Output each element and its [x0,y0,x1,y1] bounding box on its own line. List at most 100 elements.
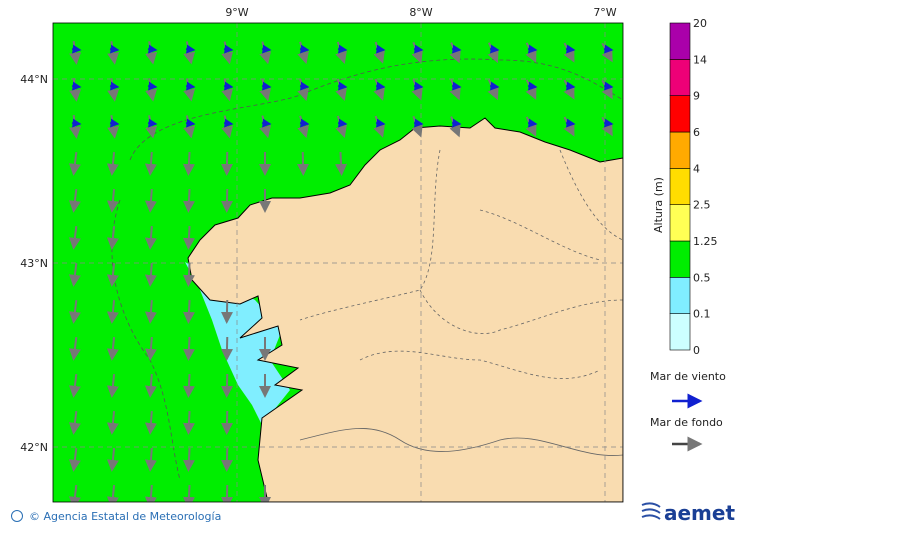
swell-arrow [182,262,195,287]
footer-credit: © Agencia Estatal de Meteorología [29,510,221,523]
wind-arrow [337,44,348,54]
wind-arrow [147,44,158,54]
swell-arrow [335,151,348,176]
swell-arrow [74,522,77,533]
lat-label: 42°N [20,441,48,454]
footer-icon [11,510,23,522]
swell-arrow [144,336,157,361]
colorbar-label: 9 [693,90,700,103]
wind-arrow [375,118,386,128]
wind-arrow [565,81,576,91]
lat-label: 43°N [20,257,48,270]
colorbar-segment [669,59,691,96]
map-frame [52,22,624,503]
wind-arrow [451,44,462,54]
swell-arrow [220,299,233,324]
wind-arrow [489,81,500,91]
colorbar-label: 14 [693,53,707,66]
swell-arrow [454,522,457,533]
swell-arrow [106,374,119,398]
wind-arrow [451,81,462,91]
wind-arrow [527,44,538,54]
wind-arrow [261,44,272,54]
swell-arrow [68,263,81,287]
swell-arrow [144,151,157,176]
swell-arrow [491,522,494,533]
wind-arrow [71,118,82,128]
swell-arrow [106,152,119,176]
swell-arrow [182,151,195,176]
country-border [299,428,623,456]
swell-arrow [303,522,304,533]
wind-arrow [413,81,424,91]
swell-arrow [68,374,81,398]
wind-arrow [527,81,538,91]
colorbar-segment [669,22,691,60]
province-border [299,149,623,379]
swell-arrow [220,373,233,398]
swell-arrow [529,522,533,533]
wind-arrow [489,44,500,54]
graticule [53,23,623,502]
swell-arrow [144,410,157,435]
swell-arrow [182,410,195,435]
logo-text: aemet [664,501,735,525]
lon-label: 9°W [225,6,248,19]
wind-arrow [185,81,196,91]
swell-arrow [182,225,195,250]
wind-arrow [337,81,348,91]
swell-arrow [605,523,610,533]
legend-label: Mar de viento [650,370,726,383]
wind-arrow [109,44,120,54]
colorbar-label: 20 [693,17,707,30]
wind-arrow [565,44,576,54]
land [187,117,623,502]
swell-arrow [106,300,119,324]
wind-arrow [109,118,120,128]
logo: aemet [641,501,735,525]
swell-arrow [340,522,341,533]
lon-label: 7°W [593,6,616,19]
map [53,23,623,533]
colorbar-label: 4 [693,162,700,175]
swell-arrow [106,226,119,250]
swell-arrow [378,522,380,533]
wind-arrow [147,118,158,128]
swell-arrow [68,226,81,250]
swell-arrow [112,522,114,533]
coastal-shallow [185,262,290,425]
swell-arrow [150,522,152,533]
swell-arrow [220,410,233,435]
wind-arrow [337,118,348,128]
contour [129,58,623,161]
swell-arrow [106,448,119,472]
swell-arrow [144,225,157,250]
wind-arrow [375,81,386,91]
wind-arrow [375,44,386,54]
swell-arrow [106,337,119,361]
wind-arrow [451,118,462,128]
swell-arrow [220,151,233,176]
swell-arrow [68,485,81,502]
swell-arrow [144,373,157,398]
lat-label: 44°N [20,73,48,86]
swell-arrow [68,448,81,472]
wind-arrow [603,81,614,91]
swell-arrow [297,151,310,176]
swell-arrow [106,485,119,502]
swell-arrow [144,484,157,502]
colorbar-label: 2.5 [693,199,711,212]
swell-arrow [182,188,195,213]
colorbar-label: 0.1 [693,308,711,321]
wind-arrow [413,118,424,128]
wave-arrows [68,41,614,533]
lon-label: 8°W [409,6,432,19]
wind-arrow [223,81,234,91]
swell-arrow [106,411,119,435]
colorbar-segment [669,168,691,205]
wind-arrow [223,44,234,54]
colorbar: 0 0.1 0.5 1.25 2.5 4 6 9 14 20 [669,17,718,357]
colorbar-segment [669,313,691,351]
logo-mark [641,502,661,520]
colorbar-label: 1.25 [693,235,718,248]
